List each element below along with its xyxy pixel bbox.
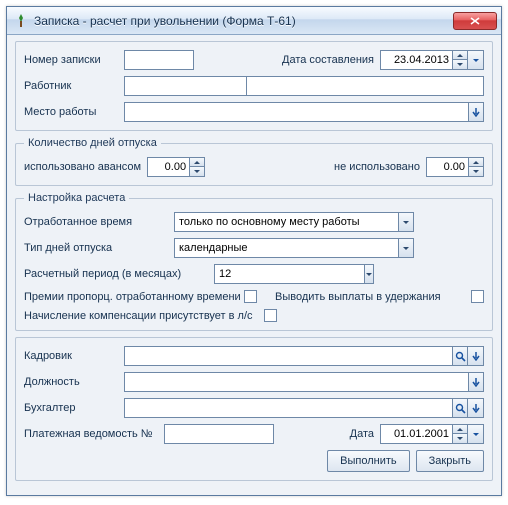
chevron-down-icon[interactable]	[398, 238, 414, 258]
app-icon	[13, 13, 29, 29]
vacation-days-legend: Количество дней отпуска	[24, 137, 161, 149]
advance-used-spin[interactable]	[147, 157, 205, 177]
compensation-checkbox[interactable]	[264, 309, 277, 322]
employee-label: Работник	[24, 80, 124, 92]
client-area: Номер записки Дата составления Работник	[7, 35, 501, 495]
workplace-input[interactable]	[124, 102, 468, 122]
compose-date-input[interactable]	[380, 50, 452, 70]
note-number-input[interactable]	[124, 50, 194, 70]
accountant-input[interactable]	[124, 398, 452, 418]
spin-down[interactable]	[468, 167, 484, 177]
bonus-prop-label: Премии пропорц. отработанному времени	[24, 291, 244, 303]
note-number-label: Номер записки	[24, 54, 124, 66]
date-spin-down[interactable]	[452, 434, 468, 444]
position-input[interactable]	[124, 372, 468, 392]
position-label: Должность	[24, 376, 124, 388]
lookup-icon[interactable]	[452, 398, 468, 418]
payroll-label: Платежная ведомость №	[24, 428, 164, 440]
show-payments-label: Выводить выплаты в удержания	[275, 291, 471, 303]
chevron-down-icon[interactable]	[364, 264, 374, 284]
execute-button[interactable]: Выполнить	[327, 450, 409, 472]
worked-time-select[interactable]	[174, 212, 414, 232]
day-type-select[interactable]	[174, 238, 414, 258]
spin-up[interactable]	[189, 157, 205, 167]
window-close-button[interactable]	[453, 12, 497, 30]
compensation-label: Начисление компенсации присутствует в л/…	[24, 310, 264, 322]
date-spin-down[interactable]	[452, 60, 468, 70]
unused-label: не использовано	[334, 161, 420, 173]
sign-date-input[interactable]	[380, 424, 452, 444]
hr-input[interactable]	[124, 346, 452, 366]
titlebar: Записка - расчет при увольнении (Форма Т…	[7, 7, 501, 35]
workplace-label: Место работы	[24, 106, 124, 118]
unused-spin[interactable]	[426, 157, 484, 177]
worked-time-value[interactable]	[174, 212, 398, 232]
vacation-days-panel: Количество дней отпуска использовано ава…	[15, 137, 493, 186]
position-combo[interactable]	[124, 372, 484, 392]
day-type-label: Тип дней отпуска	[24, 242, 174, 254]
accountant-label: Бухгалтер	[24, 402, 124, 414]
compose-date-label: Дата составления	[282, 54, 374, 66]
header-panel: Номер записки Дата составления Работник	[15, 41, 493, 131]
date-dropdown[interactable]	[468, 424, 484, 444]
period-value[interactable]	[214, 264, 364, 284]
unused-input[interactable]	[426, 157, 468, 177]
accountant-combo[interactable]	[124, 398, 484, 418]
chevron-down-icon[interactable]	[398, 212, 414, 232]
close-button[interactable]: Закрыть	[416, 450, 484, 472]
dropdown-icon[interactable]	[468, 398, 484, 418]
dialog-window: Записка - расчет при увольнении (Форма Т…	[6, 6, 502, 496]
spin-down[interactable]	[189, 167, 205, 177]
signatures-panel: Кадровик Должность Бухгалтер	[15, 337, 493, 481]
dropdown-icon[interactable]	[468, 372, 484, 392]
advance-used-label: использовано авансом	[24, 161, 141, 173]
employee-name-input[interactable]	[246, 76, 484, 96]
sign-date-field[interactable]	[380, 424, 484, 444]
date-spin-up[interactable]	[452, 424, 468, 434]
bonus-prop-checkbox[interactable]	[244, 290, 257, 303]
payroll-input[interactable]	[164, 424, 274, 444]
hr-combo[interactable]	[124, 346, 484, 366]
date-spin-up[interactable]	[452, 50, 468, 60]
calc-settings-panel: Настройка расчета Отработанное время Тип…	[15, 192, 493, 331]
dropdown-icon[interactable]	[468, 346, 484, 366]
calc-settings-legend: Настройка расчета	[24, 192, 129, 204]
hr-label: Кадровик	[24, 350, 124, 362]
day-type-value[interactable]	[174, 238, 398, 258]
compose-date-field[interactable]	[380, 50, 484, 70]
sign-date-label: Дата	[350, 428, 374, 440]
spin-up[interactable]	[468, 157, 484, 167]
period-select[interactable]	[214, 264, 264, 284]
show-payments-checkbox[interactable]	[471, 290, 484, 303]
period-label: Расчетный период (в месяцах)	[24, 268, 214, 280]
worked-time-label: Отработанное время	[24, 216, 174, 228]
window-title: Записка - расчет при увольнении (Форма Т…	[34, 14, 453, 28]
lookup-icon[interactable]	[452, 346, 468, 366]
date-dropdown[interactable]	[468, 50, 484, 70]
employee-code-combo[interactable]	[124, 76, 240, 96]
dropdown-icon[interactable]	[468, 102, 484, 122]
workplace-combo[interactable]	[124, 102, 484, 122]
advance-used-input[interactable]	[147, 157, 189, 177]
